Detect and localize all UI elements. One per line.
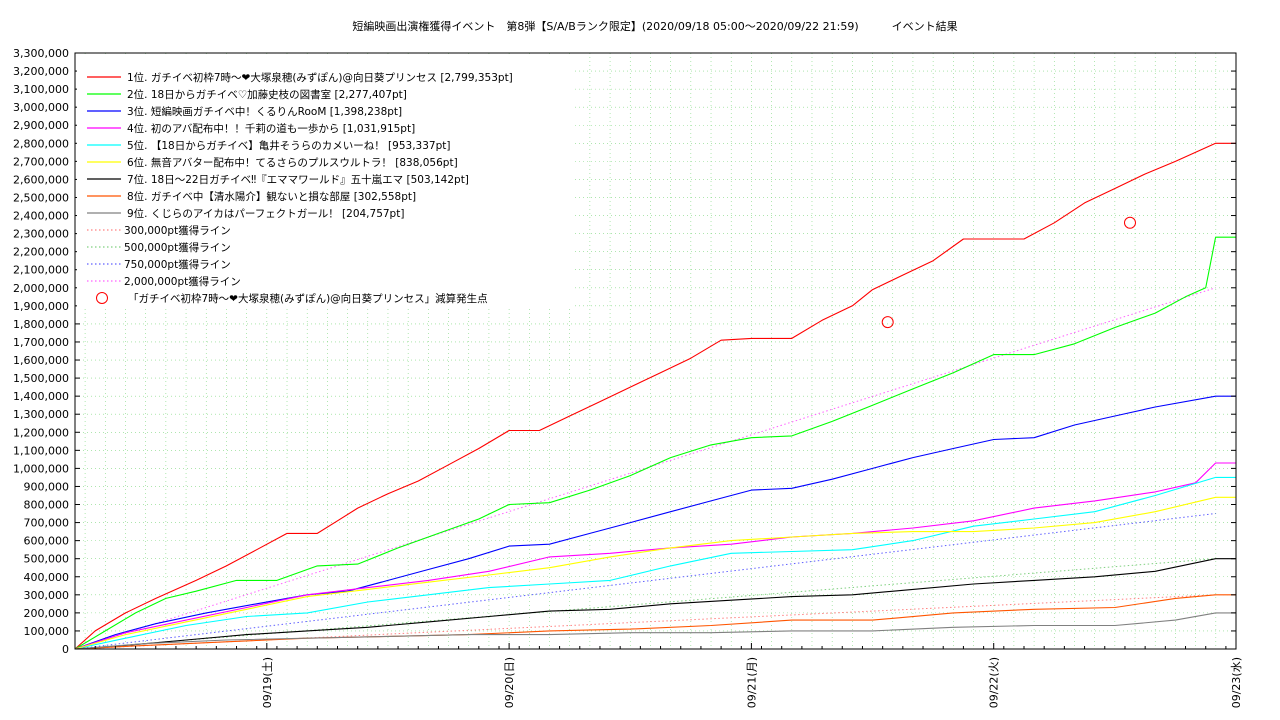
- y-tick-label: 300,000: [24, 589, 70, 602]
- y-tick-label: 900,000: [24, 480, 70, 493]
- deduction-marker: [881, 316, 894, 329]
- legend-swatch: [96, 292, 108, 304]
- legend-label: 8位. ガチイベ中【清水陽介】観ないと損な部屋 [302,558pt]: [127, 190, 416, 203]
- y-tick-label: 400,000: [24, 571, 70, 584]
- series-line: [74, 236, 1236, 650]
- y-tick-label: 2,200,000: [13, 246, 69, 259]
- x-tick-label: 09/20(日): [503, 657, 516, 708]
- y-tick-label: 200,000: [24, 607, 70, 620]
- x-tick-label: 09/19(土): [261, 657, 274, 708]
- plot-frame: [74, 52, 1237, 650]
- series-line: [74, 462, 1236, 650]
- y-tick-label: 500,000: [24, 553, 70, 566]
- y-tick-label: 2,400,000: [13, 210, 69, 223]
- x-axis-ticks: 09/19(土) 09/20(日) 09/21(月) 09/22(火) 09/23(水): [94, 643, 1243, 708]
- y-tick-label: 3,300,000: [13, 47, 69, 60]
- y-tick-label: 2,600,000: [13, 173, 69, 186]
- y-tick-label: 0: [62, 643, 69, 656]
- series-lines: [74, 142, 1236, 650]
- legend-label: 7位. 18日〜22日ガチイベ‼『エママワールド』五十嵐エマ [503,142p…: [127, 173, 469, 186]
- y-tick-label: 3,200,000: [13, 65, 69, 78]
- y-tick-label: 1,100,000: [13, 444, 69, 457]
- y-tick-label: 100,000: [24, 625, 70, 638]
- series-line: [74, 496, 1236, 650]
- legend-label: 2位. 18日からガチイベ♡加藤史枝の図書室 [2,277,407pt]: [127, 88, 407, 101]
- grid: [75, 52, 1237, 649]
- legend: 1位. ガチイベ初枠7時〜❤大塚泉穂(みずぽん)@向日葵プリンセス [2,799…: [77, 55, 572, 307]
- legend-label: 300,000pt獲得ライン: [124, 224, 231, 237]
- deduction-markers: [881, 216, 1136, 329]
- y-tick-label: 1,900,000: [13, 300, 69, 313]
- y-tick-label: 600,000: [24, 535, 70, 548]
- deduction-marker: [1123, 216, 1136, 229]
- series-line: [74, 142, 1236, 650]
- legend-label: 6位. 無音アバター配布中！てるさらのプルスウルトラ！ [838,056pt]: [127, 156, 458, 169]
- y-tick-label: 1,200,000: [13, 426, 69, 439]
- reference-line: [74, 558, 1216, 650]
- y-tick-label: 1,000,000: [13, 462, 69, 475]
- y-tick-label: 2,300,000: [13, 228, 69, 241]
- x-tick-label: 09/21(月): [745, 657, 758, 708]
- x-tick-label: 09/23(水): [1230, 657, 1243, 708]
- y-axis-ticks: 0 100,000 200,000 300,000 400,000 500,000 600,…: [13, 47, 1236, 656]
- reference-line: [74, 513, 1216, 650]
- x-tick-label: 09/22(火): [988, 657, 1001, 708]
- legend-label: 2,000,000pt獲得ライン: [124, 275, 241, 288]
- y-tick-label: 1,400,000: [13, 390, 69, 403]
- y-tick-label: 2,900,000: [13, 119, 69, 132]
- legend-label: 3位. 短編映画ガチイベ中！くるりんRooM [1,398,238pt]: [127, 105, 402, 118]
- y-tick-label: 1,700,000: [13, 336, 69, 349]
- y-tick-label: 2,000,000: [13, 282, 69, 295]
- y-tick-label: 3,100,000: [13, 83, 69, 96]
- y-tick-label: 2,800,000: [13, 137, 69, 150]
- y-tick-label: 2,100,000: [13, 264, 69, 277]
- series-line: [74, 558, 1236, 650]
- reference-lines: [74, 287, 1216, 650]
- y-tick-label: 3,000,000: [13, 101, 69, 114]
- y-tick-label: 1,600,000: [13, 354, 69, 367]
- y-tick-label: 1,800,000: [13, 318, 69, 331]
- legend-label: 1位. ガチイベ初枠7時〜❤大塚泉穂(みずぽん)@向日葵プリンセス [2,799…: [127, 71, 513, 84]
- y-tick-label: 1,300,000: [13, 408, 69, 421]
- reference-line: [74, 287, 1216, 650]
- y-tick-label: 2,500,000: [13, 191, 69, 204]
- legend-label: 500,000pt獲得ライン: [124, 241, 231, 254]
- legend-label: 5位. 【18日からガチイベ】亀井そうらのカメいーね！ [953,337pt]: [127, 139, 450, 152]
- legend-label: 750,000pt獲得ライン: [124, 258, 231, 271]
- series-line: [74, 594, 1236, 650]
- legend-label: 9位. くじらのアイカはパーフェクトガール！ [204,757pt]: [127, 207, 404, 220]
- legend-label: 4位. 初のアバ配布中！！千莉の道も一歩から [1,031,915pt]: [127, 122, 415, 135]
- chart-title: 短編映画出演権獲得イベント 第8弾【S/A/Bランク限定】(2020/09/18…: [352, 19, 957, 33]
- y-tick-label: 700,000: [24, 517, 70, 530]
- legend-label: 「ガチイベ初枠7時〜❤大塚泉穂(みずぽん)@向日葵プリンセス」減算発生点: [128, 292, 488, 305]
- series-line: [74, 612, 1236, 650]
- legend-background: [77, 55, 572, 307]
- series-line: [74, 476, 1236, 650]
- y-tick-label: 800,000: [24, 499, 70, 512]
- y-tick-label: 1,500,000: [13, 372, 69, 385]
- y-tick-label: 2,700,000: [13, 155, 69, 168]
